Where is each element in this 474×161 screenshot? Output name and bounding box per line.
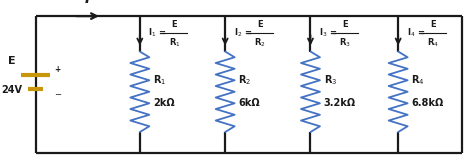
Text: −: − [55,90,62,99]
Text: R$_2$: R$_2$ [254,37,265,49]
Text: I$_1$ =: I$_1$ = [148,27,166,39]
Text: E: E [342,20,348,29]
Text: 2kΩ: 2kΩ [153,98,175,108]
Text: +: + [55,65,61,74]
Text: E: E [430,20,436,29]
Text: I$_4$ =: I$_4$ = [407,27,425,39]
Text: I$_2$ =: I$_2$ = [234,27,252,39]
Text: R$_4$: R$_4$ [411,74,425,87]
Text: E: E [257,20,263,29]
Text: R$_1$: R$_1$ [169,37,180,49]
Text: R$_3$: R$_3$ [324,74,337,87]
Text: 6.8kΩ: 6.8kΩ [411,98,444,108]
Text: R$_3$: R$_3$ [339,37,351,49]
Text: E: E [8,56,16,66]
Text: 24V: 24V [1,85,22,95]
Text: R$_4$: R$_4$ [427,37,439,49]
Text: 3.2kΩ: 3.2kΩ [324,98,356,108]
Text: R$_1$: R$_1$ [153,74,166,87]
Text: R$_2$: R$_2$ [238,74,252,87]
Text: 6kΩ: 6kΩ [238,98,260,108]
Text: I: I [85,0,90,6]
Text: E: E [172,20,177,29]
Text: I$_3$ =: I$_3$ = [319,27,337,39]
